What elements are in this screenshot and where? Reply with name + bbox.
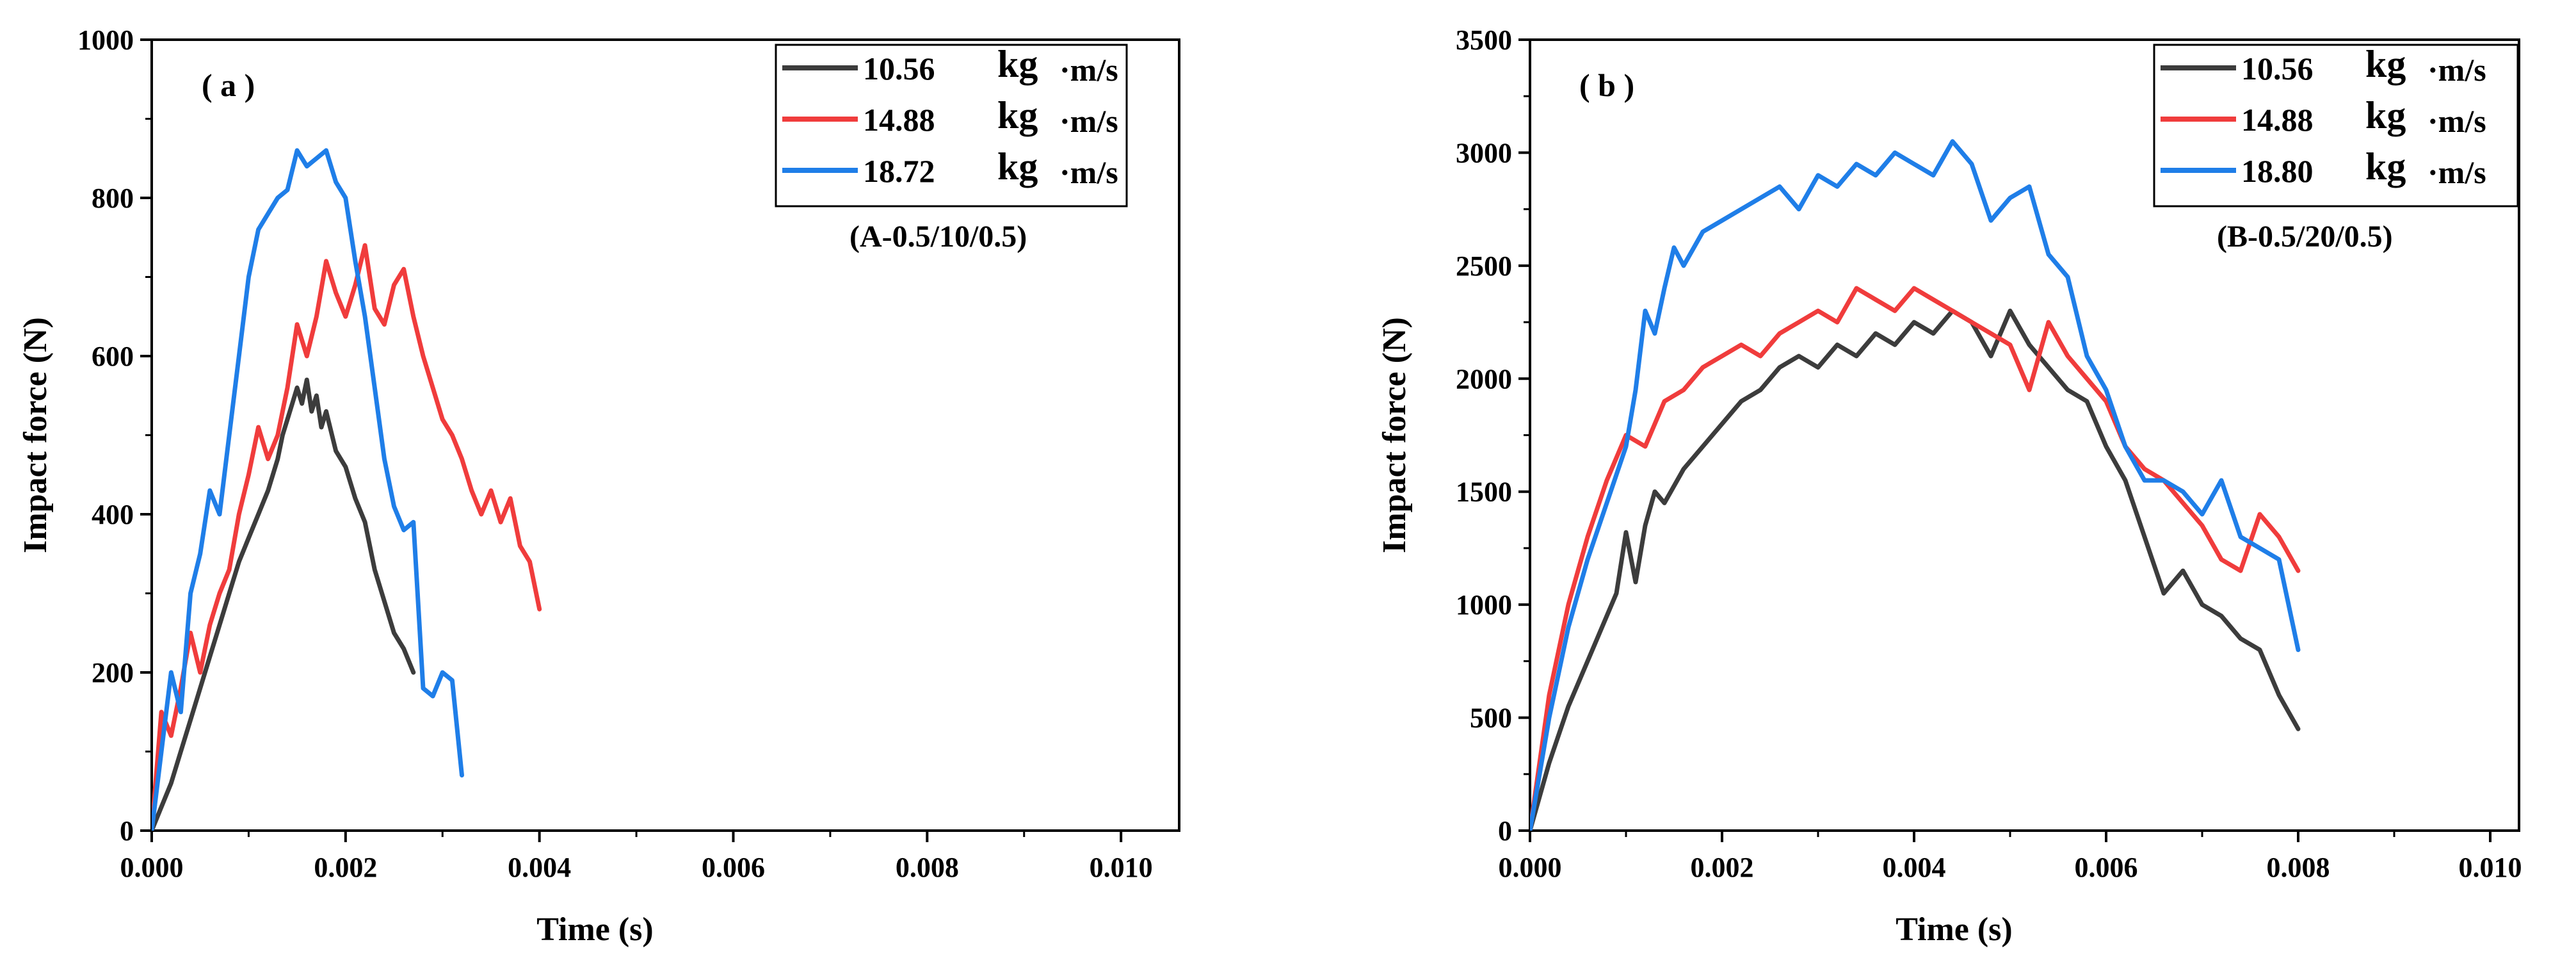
legend: 10.56 kg ·m/s 14.88 kg ·m/s 18.72 kg ·m/s [775,43,1128,207]
annotation: (B-0.5/20/0.5) [2217,220,2393,254]
series-line-10.56 [152,377,416,831]
legend-unit: kg [997,94,1038,136]
series-line-14.88 [1530,286,2301,831]
series-line-18.80 [1530,139,2301,831]
legend-unit: kg [2365,94,2406,136]
y-tick-label: 3000 [1456,137,1512,168]
x-tick-label: 0.002 [314,852,377,883]
legend-value: 18.80 [2241,153,2314,189]
legend-box [2153,44,2519,207]
series-line-14.88 [152,243,542,831]
x-tick-label: 0.010 [1090,852,1153,883]
y-tick-label: 1000 [1456,589,1512,621]
x-tick-label: 0.004 [508,852,571,883]
x-tick-label: 0.000 [120,852,184,883]
x-tick-label: 0.008 [896,852,959,883]
y-tick-label: 1000 [77,24,134,56]
y-tick-label: 800 [92,183,134,214]
legend-suffix: ·m/s [1059,154,1118,190]
legend-box [775,44,1128,207]
y-tick-label: 3500 [1456,24,1512,56]
y-tick-label: 0 [120,815,134,847]
legend-value: 18.72 [863,153,935,189]
panel-label: ( b ) [1579,67,1634,103]
y-tick-label: 1500 [1456,476,1512,508]
x-tick-label: 0.006 [702,852,765,883]
x-tick-label: 0.008 [2267,852,2330,883]
x-axis-title: Time (s) [536,911,653,948]
legend: 10.56 kg ·m/s 14.88 kg ·m/s 18.80 kg ·m/s [2153,43,2519,207]
y-tick-label: 500 [1470,703,1512,734]
chart-panel-a: 0.000 0.002 0.004 0.006 0.008 0.010 0 200 400 600… [17,24,1180,948]
y-tick-label: 600 [92,341,134,372]
annotation: (A-0.5/10/0.5) [849,220,1027,254]
x-tick-label: 0.010 [2459,852,2522,883]
x-tick-label: 0.004 [1883,852,1946,883]
x-axis-title: Time (s) [1896,911,2012,948]
legend-suffix: ·m/s [1059,52,1118,88]
legend-suffix: ·m/s [2427,103,2486,139]
legend-suffix: ·m/s [1059,103,1118,139]
legend-suffix: ·m/s [2427,154,2486,190]
chart-panel-b: 0.000 0.002 0.004 0.006 0.008 0.010 0 500 1000 15… [1376,24,2522,948]
y-axis-title: Impact force (N) [17,317,54,553]
series-line-10.56 [1530,308,2301,831]
legend-suffix: ·m/s [2427,52,2486,88]
y-tick-label: 2500 [1456,250,1512,282]
x-tick-label: 0.006 [2075,852,2138,883]
legend-unit: kg [2365,43,2406,85]
legend-value: 10.56 [2241,51,2314,86]
y-tick-label: 0 [1498,815,1512,847]
legend-unit: kg [2365,145,2406,188]
y-tick-label: 400 [92,499,134,530]
legend-value: 10.56 [863,51,935,86]
y-tick-label: 200 [92,657,134,688]
legend-unit: kg [997,43,1038,85]
legend-value: 14.88 [863,102,935,138]
x-tick-label: 0.000 [1499,852,1562,883]
x-tick-label: 0.002 [1691,852,1754,883]
y-tick-label: 2000 [1456,363,1512,394]
y-axis-title: Impact force (N) [1376,317,1413,553]
series-line-18.72 [152,148,464,831]
legend-value: 14.88 [2241,102,2314,138]
panel-label: ( a ) [202,67,255,103]
legend-unit: kg [997,145,1038,188]
